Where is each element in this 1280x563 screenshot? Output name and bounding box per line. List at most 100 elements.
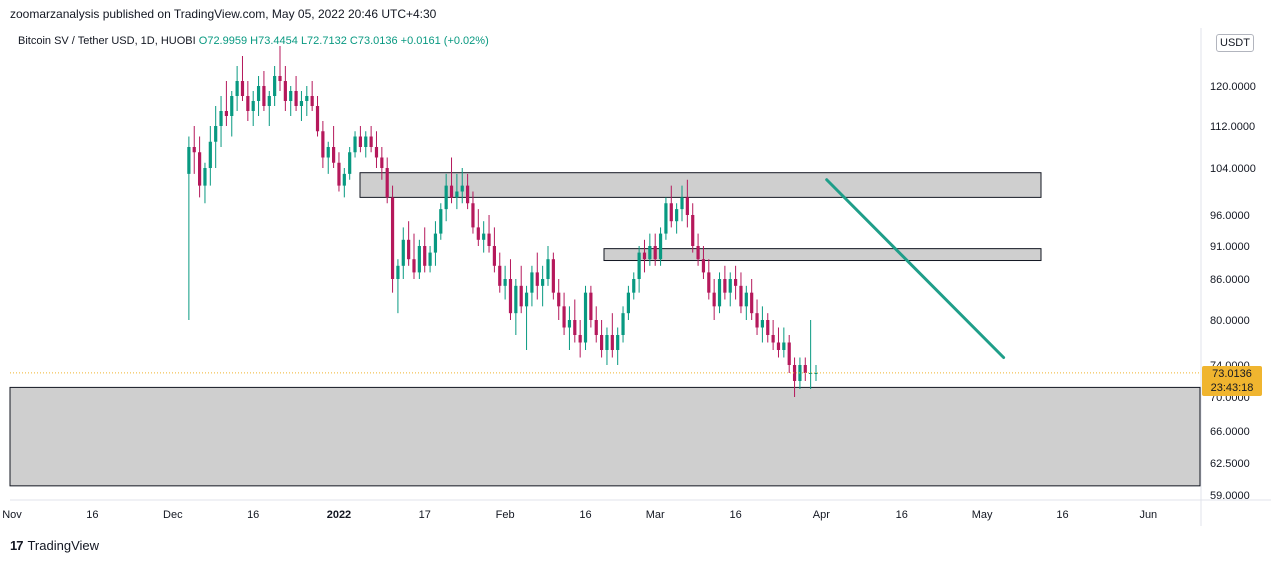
candle [439,203,443,240]
footer-brand[interactable]: 17 TradingView [10,538,99,553]
candle-body [658,233,663,260]
y-tick-label: 59.0000 [1210,490,1250,502]
ohlc-high: H73.4454 [250,35,298,47]
candle [782,327,786,358]
candle [246,81,250,121]
candle-body [353,136,357,153]
candle [358,126,362,153]
candle [192,126,196,174]
candle [696,233,700,266]
time-axis: Nov 16 Dec 16 2022 17 Feb 16 Mar 16 Apr 16 May 16 Jun [2,509,1157,521]
candle-body [809,373,813,374]
candle [396,259,400,314]
candle-body [567,320,572,328]
candle [616,327,620,365]
currency-button[interactable]: USDT [1216,34,1254,52]
candle [449,157,454,204]
candle-body [428,252,432,266]
candle-body [675,209,679,222]
candle-body [669,203,673,222]
candle-body [524,292,529,307]
candle [605,327,609,365]
candle-body [262,86,266,106]
brand-name: TradingView [27,538,100,553]
candle [664,197,668,240]
price-axis: 120.0000 112.0000 104.0000 96.0000 91.0000 86… [1210,81,1256,502]
candle-body [423,246,427,266]
candle-body [460,185,464,192]
zone-resistance-mid [603,248,1042,262]
candle-body [455,191,459,198]
candle [771,320,775,350]
candle-body [771,335,775,343]
candle-body [573,320,577,335]
candle-body [487,233,491,246]
candle-body [203,168,207,186]
candle-body [192,147,196,153]
candle [326,141,330,174]
y-tick-label: 86.0000 [1210,274,1250,286]
candle [310,81,314,111]
candle-body [530,272,534,293]
candle [364,131,368,158]
candle-body [750,292,754,314]
candle-body [744,292,748,307]
candle [519,265,523,314]
candle [535,252,539,300]
candle-body [691,215,695,246]
candle-body [235,81,239,96]
candle [739,272,743,314]
candle-body [578,335,582,343]
candle [390,185,395,293]
candle-body [685,197,689,215]
candle-body [278,76,282,81]
candle-body [240,81,245,96]
candle [198,136,202,198]
candle-body [594,320,598,335]
tradingview-logo-icon: 17 [10,538,24,553]
last-price-value: 73.0136 [1212,368,1252,380]
candle [610,313,614,358]
candle-body [342,173,346,186]
candle-body [717,279,722,307]
candle [348,147,352,180]
candle [776,327,781,358]
candle [369,126,373,153]
candle-body [739,285,743,307]
candle [492,227,496,273]
candle [267,91,271,126]
candle-body [503,279,507,286]
candle [294,76,298,111]
candle-body [701,259,706,273]
candle [578,320,582,358]
candle [653,233,657,266]
candle [814,365,818,381]
candle [514,279,518,335]
candle [283,66,287,111]
candle-body [401,239,405,266]
candle [262,71,266,111]
candle-body [605,335,609,350]
candle [675,203,679,234]
x-tick-label: Mar [646,509,665,521]
candle [353,131,357,158]
ohlc-close: C73.0136 [349,35,398,47]
candle-body [273,76,277,96]
candle [240,56,245,101]
candle [685,179,689,228]
candle [750,279,754,320]
ohlc-low: L72.7132 [300,35,347,47]
candle [755,299,759,335]
zones-layer [9,172,1201,487]
candle-body [508,279,513,314]
candle-body [498,265,502,286]
candle [224,81,228,126]
candle-body [251,101,255,111]
candle [787,335,791,373]
candle [219,96,223,147]
candle [551,252,555,300]
candle-body [337,162,341,186]
candle [187,136,191,320]
candle [471,191,475,234]
